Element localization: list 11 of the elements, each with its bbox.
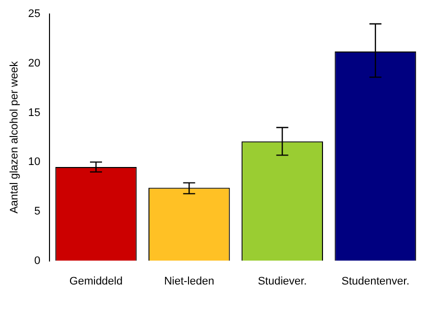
x-tick-label: Niet-leden	[164, 275, 214, 288]
y-axis-title: Aantal glazen alcohol per week	[8, 60, 21, 214]
y-tick-label: 15	[28, 106, 40, 119]
y-tick-label: 20	[28, 57, 40, 70]
x-tick-label: Gemiddeld	[69, 275, 123, 288]
y-tick-label: 5	[34, 205, 40, 218]
x-tick-label: Studiever.	[258, 275, 307, 288]
y-tick-label: 10	[28, 156, 40, 168]
y-tick-label: 25	[28, 8, 40, 20]
y-tick-label: 0	[34, 254, 40, 267]
x-tick-label: Studentenver.	[341, 275, 410, 288]
